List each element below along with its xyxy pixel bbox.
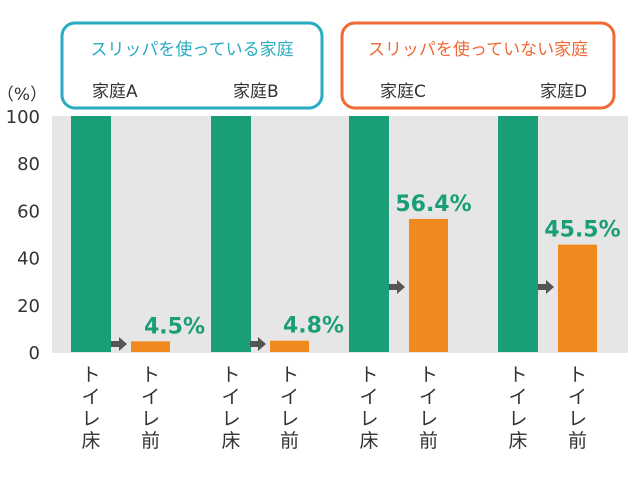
y-tick-label: 0 [29, 343, 40, 364]
svg-text:イ: イ [419, 386, 438, 408]
data-label: 4.5% [144, 314, 205, 339]
svg-text:イ: イ [280, 386, 299, 408]
svg-text:ト: ト [141, 364, 160, 386]
y-unit-label: （%） [0, 85, 47, 105]
svg-text:イ: イ [359, 386, 378, 408]
svg-text:レ: レ [81, 408, 100, 430]
svg-text:床: 床 [81, 430, 100, 452]
household-label: 家庭D [540, 82, 587, 102]
bar-toilet-floor [498, 116, 538, 352]
data-label: 56.4% [395, 192, 471, 217]
svg-text:レ: レ [221, 408, 240, 430]
svg-text:レ: レ [141, 408, 160, 430]
svg-text:床: 床 [359, 430, 378, 452]
svg-text:前: 前 [280, 430, 299, 452]
svg-text:前: 前 [419, 430, 438, 452]
svg-text:床: 床 [508, 430, 527, 452]
group-box [340, 21, 616, 110]
svg-text:前: 前 [141, 430, 160, 452]
svg-text:ト: ト [419, 364, 438, 386]
data-label: 45.5% [544, 218, 620, 243]
arrow-icon [538, 280, 554, 294]
arrow-icon [389, 280, 405, 294]
svg-text:ト: ト [221, 364, 240, 386]
svg-text:イ: イ [141, 386, 160, 408]
bar-toilet-floor [211, 116, 251, 352]
y-tick-label: 100 [6, 107, 40, 128]
bar-toilet-front [131, 341, 170, 352]
y-tick-label: 40 [17, 249, 40, 270]
bar-toilet-floor [349, 116, 389, 352]
household-label: 家庭A [92, 82, 138, 102]
svg-text:ト: ト [280, 364, 299, 386]
svg-text:イ: イ [221, 386, 240, 408]
y-tick-label: 80 [17, 154, 40, 175]
svg-text:レ: レ [568, 408, 587, 430]
svg-text:ト: ト [508, 364, 527, 386]
svg-text:イ: イ [81, 386, 100, 408]
svg-text:イ: イ [568, 386, 587, 408]
data-label: 4.8% [283, 314, 344, 339]
bar-toilet-floor [71, 116, 111, 352]
group-title: スリッパを使っている家庭 [90, 39, 293, 60]
bar-toilet-front [409, 218, 448, 352]
y-tick-label: 20 [17, 296, 40, 317]
svg-text:イ: イ [508, 386, 527, 408]
svg-text:ト: ト [81, 364, 100, 386]
arrow-icon [111, 337, 127, 351]
svg-text:レ: レ [508, 408, 527, 430]
svg-text:床: 床 [221, 430, 240, 452]
svg-text:レ: レ [280, 408, 299, 430]
bar-toilet-front [558, 244, 597, 352]
household-label: 家庭B [233, 82, 279, 102]
bar-toilet-front [270, 340, 309, 352]
svg-text:レ: レ [419, 408, 438, 430]
y-tick-label: 60 [17, 201, 40, 222]
svg-text:ト: ト [568, 364, 587, 386]
group-box [60, 21, 324, 110]
arrow-icon [250, 337, 266, 351]
household-label: 家庭C [380, 82, 426, 102]
svg-text:前: 前 [568, 430, 587, 452]
svg-text:レ: レ [359, 408, 378, 430]
group-title: スリッパを使っていない家庭 [368, 39, 588, 60]
svg-text:ト: ト [359, 364, 378, 386]
